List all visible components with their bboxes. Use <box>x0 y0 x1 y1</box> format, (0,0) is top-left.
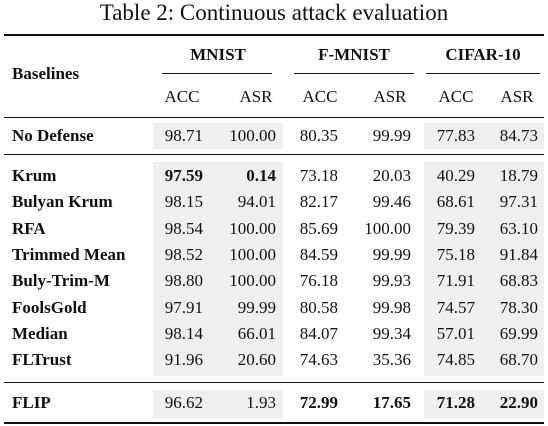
cell-mnist-acc: 98.14 <box>164 323 203 343</box>
subheader-mnist-acc: ACC <box>164 87 200 106</box>
cell-fmnist-acc: 84.59 <box>299 244 338 264</box>
subheader-fmnist-acc: ACC <box>302 87 338 106</box>
cifar-shade-2 <box>424 162 544 376</box>
cell-mnist-acc: 96.62 <box>164 393 203 412</box>
fmnist-group-rule <box>294 73 414 74</box>
cell-mnist-acc: 98.71 <box>164 126 203 145</box>
cell-fmnist-asr: 20.03 <box>372 166 411 185</box>
group-header-cifar: CIFAR-10 <box>445 45 521 64</box>
cell-fmnist-acc: 73.18 <box>299 166 338 185</box>
mnist-group-rule <box>162 73 272 74</box>
cell-cifar-acc: 57.01 <box>436 323 475 343</box>
section-rule-1 <box>4 154 544 155</box>
cell-cifar-asr: 18.79 <box>499 166 538 185</box>
cell-fmnist-asr: 99.99 <box>372 126 411 145</box>
cell-cifar-asr: 22.90 <box>499 393 538 412</box>
subheader-cifar-acc: ACC <box>438 87 474 106</box>
row-label: RFA <box>12 218 46 238</box>
group-header-mnist: MNIST <box>190 45 246 64</box>
cell-cifar-acc: 68.61 <box>436 192 475 212</box>
row-label: Median <box>12 323 68 343</box>
cell-cifar-asr: 97.31 <box>499 192 538 212</box>
row-label: Krum <box>12 166 57 185</box>
cell-mnist-asr: 99.99 <box>237 297 276 317</box>
cell-cifar-acc: 71.91 <box>436 271 475 291</box>
section-rule-2 <box>4 382 544 383</box>
cell-fmnist-acc: 82.17 <box>299 192 338 212</box>
cell-cifar-acc: 77.83 <box>436 126 475 145</box>
mnist-shade-3 <box>153 390 283 418</box>
cell-mnist-asr: 0.14 <box>246 166 276 185</box>
row-label: Bulyan Krum <box>12 192 113 212</box>
cell-fmnist-asr: 99.93 <box>372 271 411 291</box>
cell-mnist-acc: 98.54 <box>164 218 203 238</box>
cell-fmnist-acc: 85.69 <box>299 218 338 238</box>
cell-mnist-acc: 98.52 <box>164 244 203 264</box>
cell-cifar-acc: 74.57 <box>436 297 475 317</box>
cell-cifar-acc: 75.18 <box>436 244 475 264</box>
header-rule <box>4 117 544 118</box>
cell-fmnist-acc: 80.58 <box>299 297 338 317</box>
table-caption: Table 2: Continuous attack evaluation <box>99 0 449 25</box>
row-label: Trimmed Mean <box>12 244 126 264</box>
cell-cifar-asr: 68.83 <box>499 271 538 291</box>
cell-cifar-acc: 71.28 <box>436 393 475 412</box>
cell-mnist-asr: 94.01 <box>237 192 276 212</box>
row-label: FLTrust <box>12 350 72 370</box>
cell-cifar-acc: 79.39 <box>436 218 475 238</box>
cell-fmnist-asr: 17.65 <box>372 393 411 412</box>
cell-cifar-asr: 91.84 <box>499 244 538 264</box>
cell-fmnist-acc: 72.99 <box>299 393 338 412</box>
cell-cifar-asr: 78.30 <box>499 297 538 317</box>
row-label: FLIP <box>12 393 51 412</box>
subheader-fmnist-asr: ASR <box>373 87 407 106</box>
cell-cifar-asr: 84.73 <box>499 126 538 145</box>
group-header-fmnist: F-MNIST <box>318 45 390 64</box>
cell-fmnist-asr: 99.98 <box>372 297 411 317</box>
cell-fmnist-asr: 99.99 <box>372 244 411 264</box>
cell-mnist-acc: 97.59 <box>164 166 203 185</box>
cell-mnist-acc: 98.80 <box>164 271 203 291</box>
row-label: No Defense <box>12 126 94 145</box>
cell-fmnist-acc: 84.07 <box>299 323 338 343</box>
cell-cifar-asr: 68.70 <box>499 350 538 370</box>
subheader-mnist-asr: ASR <box>239 87 273 106</box>
cell-fmnist-acc: 80.35 <box>299 126 338 145</box>
cell-mnist-asr: 100.00 <box>229 271 276 291</box>
mnist-shade-1 <box>153 123 283 149</box>
cell-fmnist-acc: 74.63 <box>299 350 338 370</box>
cell-cifar-acc: 74.85 <box>436 350 475 370</box>
cell-mnist-asr: 100.00 <box>229 218 276 238</box>
cifar-group-rule <box>426 73 540 74</box>
cell-mnist-acc: 91.96 <box>164 350 203 370</box>
subheader-cifar-asr: ASR <box>500 87 534 106</box>
cell-mnist-asr: 100.00 <box>229 244 276 264</box>
row-label: FoolsGold <box>12 297 87 317</box>
cifar-shade-3 <box>424 390 544 418</box>
cell-fmnist-asr: 100.00 <box>364 218 411 238</box>
cell-fmnist-asr: 99.46 <box>372 192 411 212</box>
cell-cifar-asr: 69.99 <box>499 323 538 343</box>
cell-fmnist-asr: 99.34 <box>372 323 411 343</box>
cell-mnist-acc: 97.91 <box>164 297 203 317</box>
cell-cifar-asr: 63.10 <box>499 218 538 238</box>
row-label: Buly-Trim-M <box>12 271 110 291</box>
cell-mnist-asr: 66.01 <box>237 323 276 343</box>
cell-mnist-acc: 98.15 <box>164 192 203 212</box>
cell-mnist-asr: 100.00 <box>229 126 276 145</box>
baselines-header: Baselines <box>12 64 80 83</box>
cell-cifar-acc: 40.29 <box>436 166 475 185</box>
top-rule <box>4 34 544 36</box>
cell-fmnist-asr: 35.36 <box>372 350 411 370</box>
cell-mnist-asr: 1.93 <box>246 393 276 412</box>
bottom-rule <box>4 422 544 424</box>
cifar-shade-1 <box>424 123 544 149</box>
cell-fmnist-acc: 76.18 <box>299 271 338 291</box>
mnist-shade-2 <box>153 162 283 376</box>
cell-mnist-asr: 20.60 <box>237 350 276 370</box>
